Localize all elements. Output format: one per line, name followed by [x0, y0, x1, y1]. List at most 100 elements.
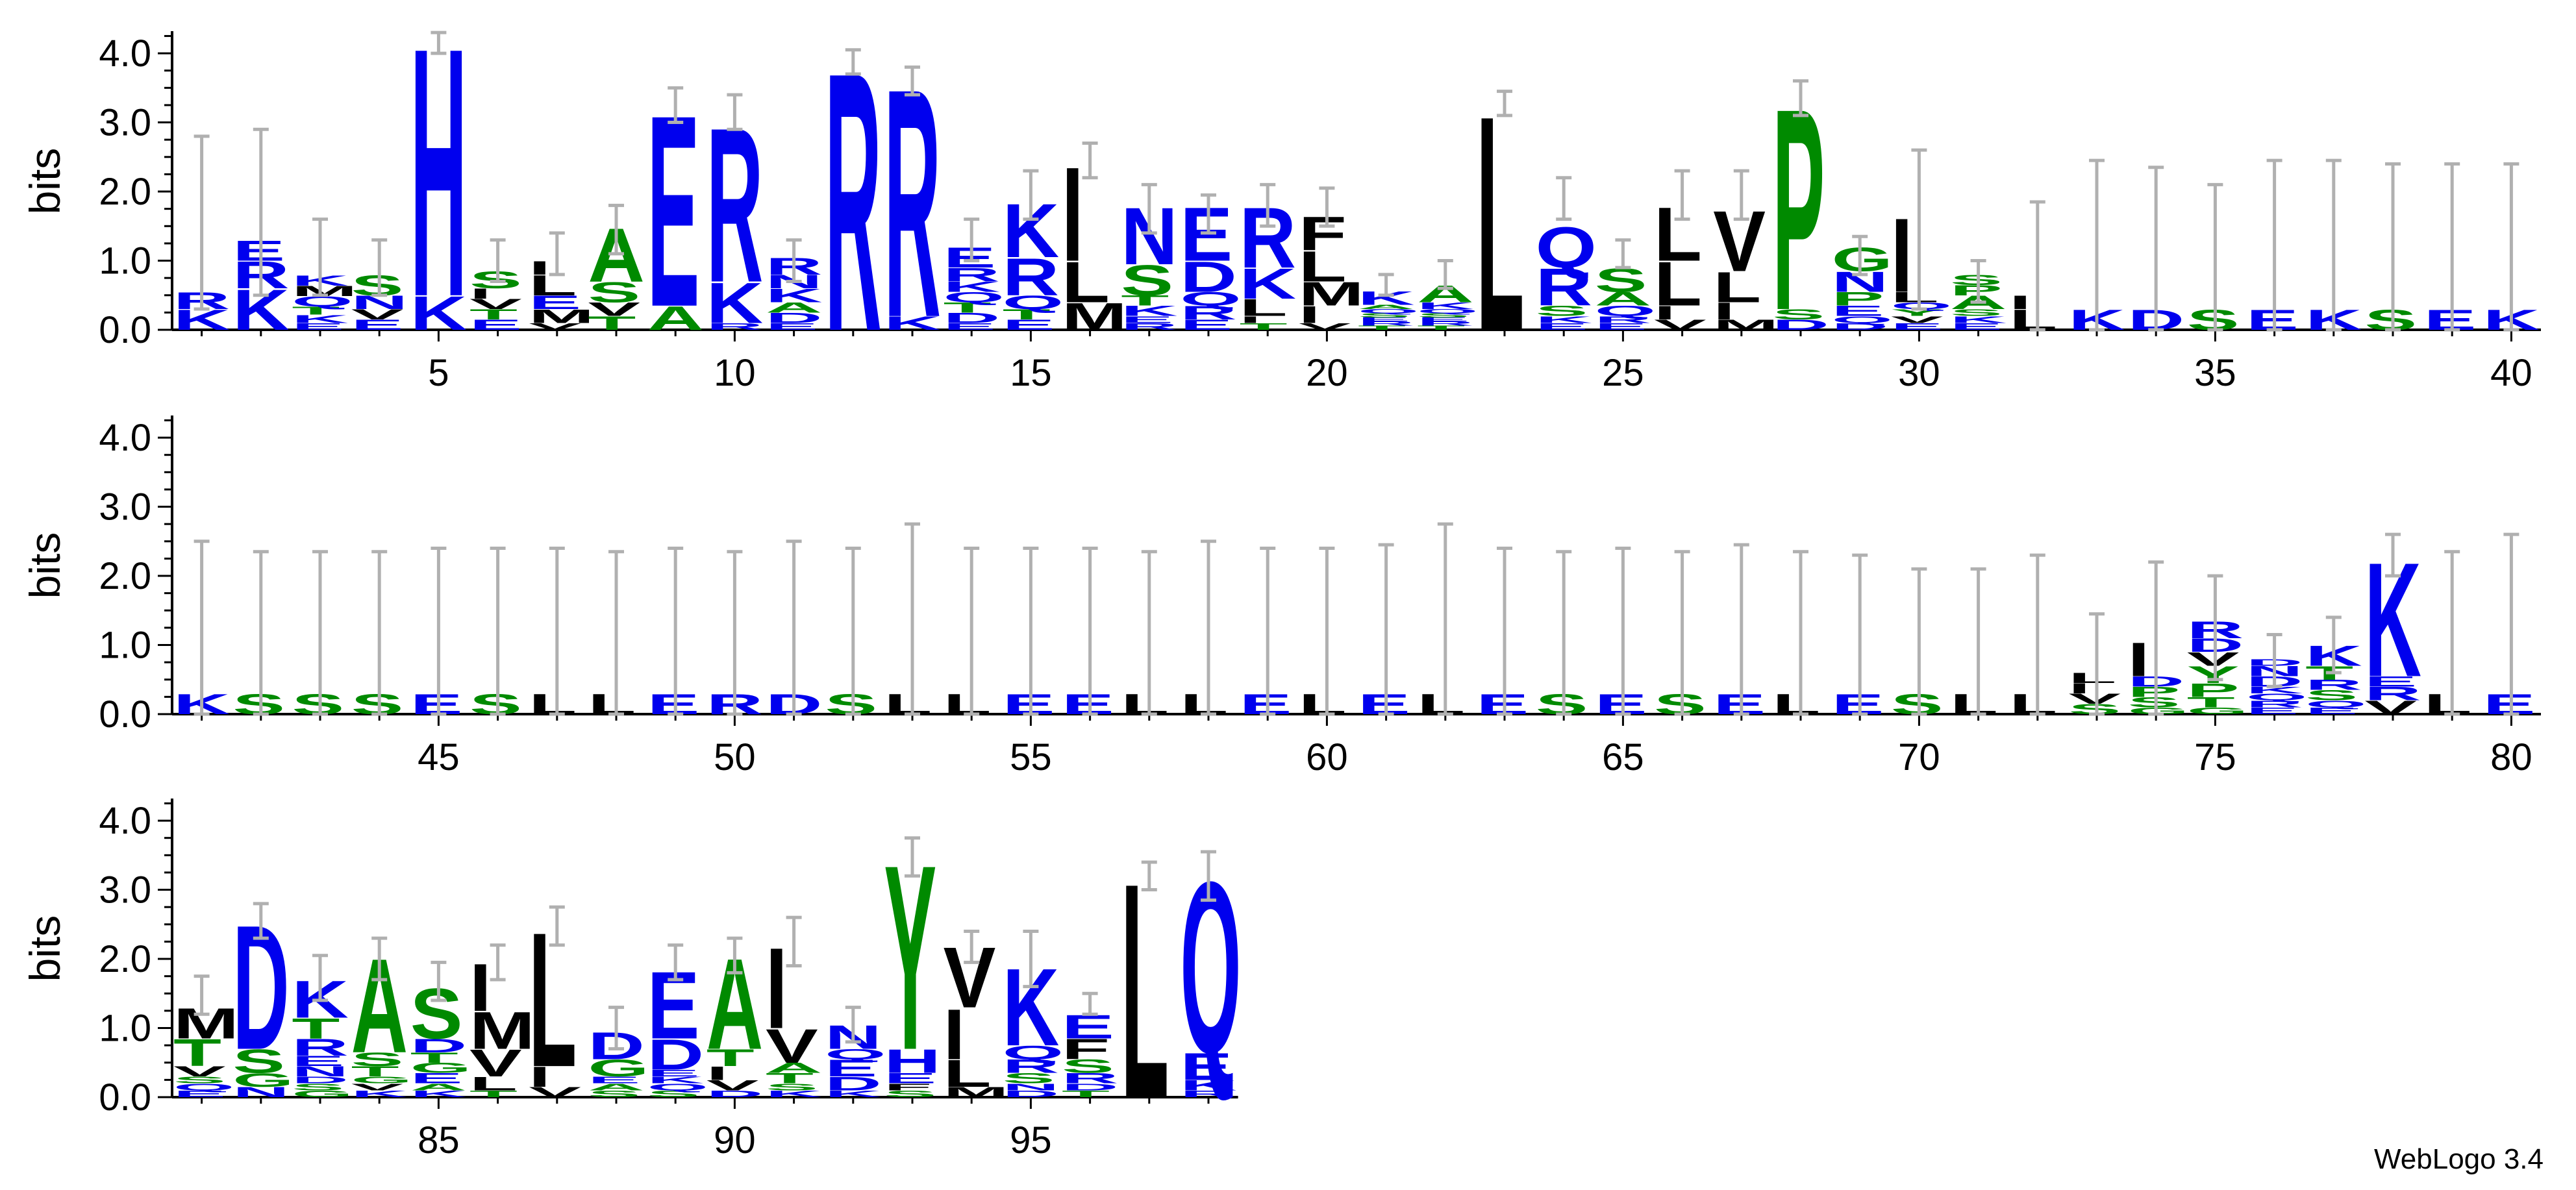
glyph-I: I	[1891, 197, 1913, 315]
glyph-S: S	[1358, 312, 1410, 319]
glyph-V: V	[529, 1084, 581, 1100]
glyph-E: E	[2364, 674, 2417, 690]
glyph-E: E	[1180, 1046, 1232, 1089]
glyph-V: V	[1713, 193, 1766, 290]
glyph-V: V	[529, 321, 581, 332]
glyph-D: D	[825, 1073, 881, 1095]
glyph-I: I	[2068, 680, 2090, 697]
glyph-I: I	[469, 950, 492, 1025]
glyph-L: L	[2068, 670, 2116, 686]
glyph-E: E	[1358, 316, 1410, 323]
y-tick-label: 2.0	[99, 938, 151, 980]
glyph-S: S	[1772, 306, 1825, 323]
x-tick-label: 95	[1010, 1119, 1052, 1161]
x-tick-label: 30	[1898, 352, 1940, 394]
x-tick-label: 45	[418, 736, 460, 778]
glyph-G: G	[2128, 706, 2189, 716]
glyph-I: I	[766, 924, 788, 1053]
x-tick-label: 5	[428, 352, 449, 394]
glyph-T: T	[173, 1032, 221, 1074]
glyph-L: L	[1891, 290, 1939, 306]
glyph-L: L	[1121, 820, 1169, 1163]
glyph-T: T	[1062, 1089, 1110, 1099]
glyph-E: E	[1891, 321, 1944, 332]
glyph-V: V	[351, 1082, 404, 1092]
glyph-Q: Q	[1003, 291, 1064, 313]
glyph-M: M	[173, 1000, 239, 1048]
glyph-Q: Q	[944, 290, 1005, 306]
glyph-F: F	[1062, 1034, 1110, 1066]
glyph-K: K	[766, 1089, 822, 1099]
glyph-K: K	[2246, 685, 2303, 695]
glyph-M: M	[529, 306, 594, 327]
glyph-Q: Q	[1003, 1042, 1064, 1063]
glyph-L: L	[944, 1052, 992, 1095]
glyph-T: T	[292, 304, 340, 317]
x-tick-label: 90	[714, 1119, 756, 1161]
glyph-R: R	[1121, 321, 1177, 332]
glyph-G: G	[232, 1069, 294, 1091]
glyph-E: E	[766, 321, 818, 332]
glyph-K: K	[410, 1089, 467, 1099]
glyph-V: V	[707, 1077, 759, 1093]
glyph-F: F	[884, 1082, 932, 1092]
glyph-E: E	[469, 317, 522, 333]
glyph-I: I	[529, 257, 551, 279]
glyph-D: D	[707, 1089, 763, 1099]
glyph-S: S	[1062, 1056, 1114, 1077]
glyph-E: E	[2246, 706, 2299, 716]
y-tick-label: 1.0	[99, 1008, 151, 1050]
glyph-D: D	[766, 310, 822, 326]
y-axis-label: bits	[21, 915, 69, 982]
glyph-S: S	[1121, 256, 1173, 304]
x-tick-label: 15	[1010, 352, 1052, 394]
glyph-A: A	[588, 1082, 644, 1092]
glyph-K: K	[1180, 1077, 1237, 1093]
glyph-G: G	[1832, 241, 1893, 279]
y-tick-label: 0.0	[99, 309, 151, 351]
glyph-R: R	[1062, 1071, 1118, 1087]
glyph-M: M	[1062, 295, 1127, 338]
glyph-S: S	[1417, 312, 1469, 319]
x-tick-label: 70	[1898, 736, 1940, 778]
glyph-S: S	[1950, 272, 2003, 288]
glyph-E: E	[647, 1068, 700, 1078]
glyph-R: R	[1180, 302, 1236, 323]
glyph-T: T	[469, 306, 518, 323]
glyph-D: D	[410, 1035, 467, 1056]
glyph-E: E	[1595, 321, 1647, 332]
glyph-E: E	[173, 1089, 226, 1099]
glyph-T: T	[944, 300, 992, 316]
glyph-S: S	[884, 1089, 936, 1099]
glyph-S: S	[766, 1082, 818, 1092]
glyph-G: G	[292, 1089, 353, 1099]
glyph-Q: Q	[825, 1047, 886, 1063]
glyph-R: R	[2305, 677, 2362, 693]
glyph-S: S	[232, 1043, 285, 1080]
glyph-Q: Q	[1358, 308, 1419, 314]
glyph-Q: Q	[1536, 216, 1597, 280]
glyph-D: D	[1062, 1082, 1118, 1092]
glyph-V: V	[2187, 649, 2240, 670]
glyph-S: S	[410, 973, 463, 1054]
glyph-I: I	[1713, 298, 1735, 325]
glyph-T: T	[588, 312, 636, 334]
glyph-D: D	[1003, 1089, 1059, 1099]
glyph-E: E	[1003, 317, 1055, 333]
glyph-I: I	[2128, 633, 2150, 687]
x-tick-label: 85	[418, 1119, 460, 1161]
glyph-K: K	[825, 1089, 881, 1099]
y-tick-label: 4.0	[99, 800, 151, 842]
glyph-E: E	[292, 321, 344, 332]
glyph-Q: Q	[1417, 308, 1478, 314]
glyph-L: L	[1476, 53, 1524, 396]
glyph-S: S	[1950, 308, 2003, 318]
glyph-E: E	[232, 235, 285, 267]
glyph-M: M	[469, 1001, 535, 1060]
glyph-P: P	[2187, 680, 2240, 701]
glyph-G: G	[588, 1055, 649, 1082]
glyph-A: A	[410, 1082, 467, 1092]
